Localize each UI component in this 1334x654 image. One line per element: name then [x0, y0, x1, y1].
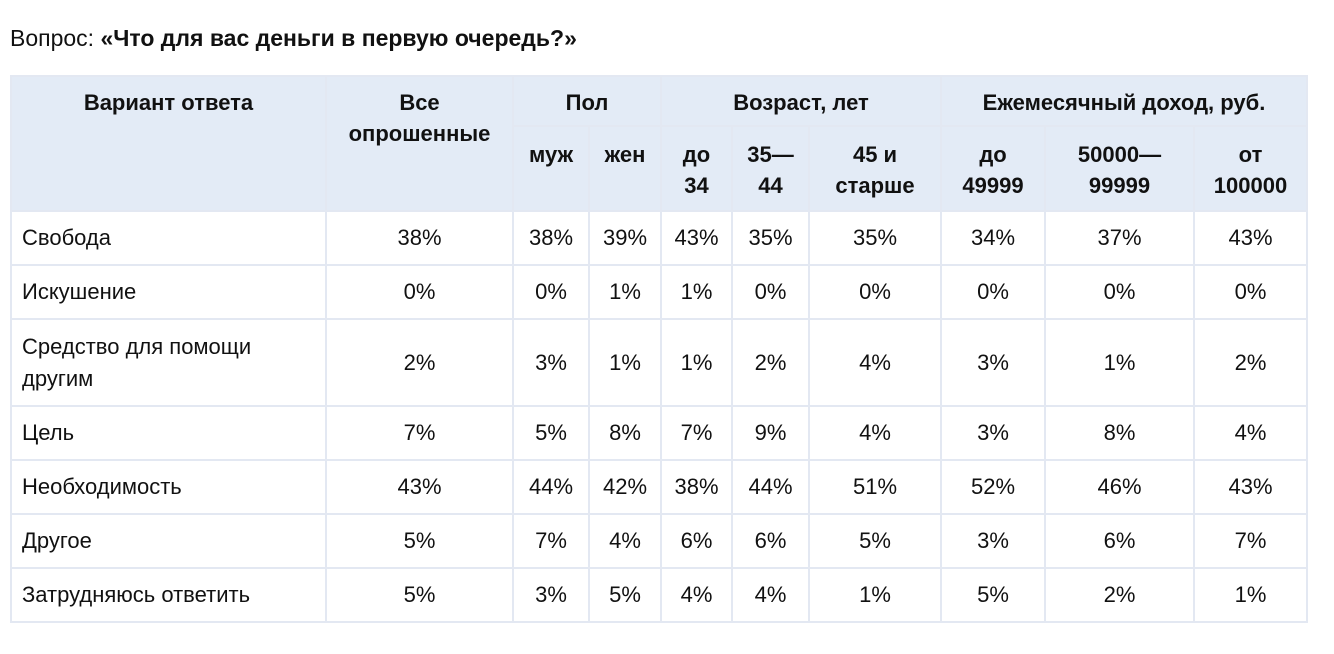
- table-row: Свобода 38% 38% 39% 43% 35% 35% 34% 37% 43%: [10, 210, 1309, 266]
- value-cell: 52%: [940, 459, 1047, 515]
- value-cell: 3%: [940, 405, 1047, 461]
- header-answer: Вариант ответа: [10, 75, 327, 212]
- value-cell: 5%: [588, 567, 662, 623]
- value-cell: 44%: [731, 459, 810, 515]
- header-gender-female: жен: [588, 125, 662, 212]
- value-cell: 2%: [325, 318, 514, 407]
- row-label: Средство для помощи другим: [10, 318, 327, 407]
- value-cell: 3%: [940, 513, 1047, 569]
- header-row-subgroups: муж жен до 34 35—44 45 и старше до 49999…: [11, 125, 1309, 212]
- value-cell: 4%: [660, 567, 733, 623]
- survey-question: Вопрос: «Что для вас деньги в первую оче…: [10, 22, 577, 54]
- header-income-50000-99999: 50000—99999: [1044, 125, 1196, 212]
- value-cell: 2%: [731, 318, 810, 407]
- table-row: Затрудняюсь ответить 5% 3% 5% 4% 4% 1% 5% 2% 1%: [10, 567, 1309, 623]
- question-text: «Что для вас деньги в первую очередь?»: [100, 25, 577, 51]
- value-cell: 1%: [660, 318, 733, 407]
- value-cell: 5%: [512, 405, 590, 461]
- header-income-under-49999: до 49999: [940, 125, 1047, 212]
- value-cell: 43%: [1193, 459, 1309, 515]
- value-cell: 1%: [588, 318, 662, 407]
- header-age-35-44: 35—44: [731, 125, 810, 212]
- value-cell: 43%: [1193, 210, 1309, 266]
- value-cell: 38%: [660, 459, 733, 515]
- value-cell: 3%: [512, 567, 590, 623]
- row-label: Свобода: [10, 210, 327, 266]
- row-label: Цель: [10, 405, 327, 461]
- value-cell: 7%: [512, 513, 590, 569]
- value-cell: 4%: [807, 405, 943, 461]
- value-cell: 9%: [731, 405, 810, 461]
- table-row: Необходимость 43% 44% 42% 38% 44% 51% 52% 46% 43%: [10, 459, 1309, 515]
- value-cell: 34%: [940, 210, 1047, 266]
- row-label: Необходимость: [10, 459, 327, 515]
- table-row: Другое 5% 7% 4% 6% 6% 5% 3% 6% 7%: [10, 513, 1309, 569]
- value-cell: 1%: [660, 264, 733, 320]
- value-cell: 51%: [807, 459, 943, 515]
- header-age-group: Возраст, лет: [659, 75, 943, 127]
- value-cell: 4%: [588, 513, 662, 569]
- value-cell: 7%: [1193, 513, 1309, 569]
- value-cell: 1%: [1193, 567, 1309, 623]
- value-cell: 6%: [731, 513, 810, 569]
- value-cell: 5%: [325, 567, 514, 623]
- value-cell: 4%: [731, 567, 810, 623]
- value-cell: 46%: [1044, 459, 1196, 515]
- value-cell: 39%: [588, 210, 662, 266]
- value-cell: 35%: [731, 210, 810, 266]
- value-cell: 35%: [807, 210, 943, 266]
- value-cell: 4%: [1193, 405, 1309, 461]
- table-row: Средство для помощи другим 2% 3% 1% 1% 2% 4% 3%…: [10, 318, 1309, 407]
- header-all-respondents: Все опрошенные: [325, 75, 514, 212]
- header-gender-group: Пол: [512, 75, 662, 127]
- value-cell: 5%: [325, 513, 514, 569]
- row-label: Затрудняюсь ответить: [10, 567, 327, 623]
- value-cell: 1%: [1044, 318, 1196, 407]
- value-cell: 2%: [1044, 567, 1196, 623]
- header-row-groups: Вариант ответа Все опрошенные Пол Возрас…: [10, 75, 1309, 212]
- value-cell: 44%: [512, 459, 590, 515]
- value-cell: 5%: [807, 513, 943, 569]
- value-cell: 38%: [512, 210, 590, 266]
- table-row: Искушение 0% 0% 1% 1% 0% 0% 0% 0% 0%: [10, 264, 1309, 320]
- value-cell: 2%: [1193, 318, 1309, 407]
- survey-results-table: Вариант ответа Все опрошенные Пол Возрас…: [10, 75, 1309, 623]
- value-cell: 6%: [1044, 513, 1196, 569]
- value-cell: 0%: [512, 264, 590, 320]
- value-cell: 7%: [325, 405, 514, 461]
- value-cell: 37%: [1044, 210, 1196, 266]
- value-cell: 0%: [1044, 264, 1196, 320]
- header-age-45-plus: 45 и старше: [807, 125, 943, 212]
- value-cell: 0%: [325, 264, 514, 320]
- value-cell: 0%: [940, 264, 1047, 320]
- value-cell: 8%: [588, 405, 662, 461]
- row-label: Искушение: [10, 264, 327, 320]
- header-gender-male: муж: [512, 125, 590, 212]
- value-cell: 1%: [588, 264, 662, 320]
- value-cell: 42%: [588, 459, 662, 515]
- value-cell: 3%: [512, 318, 590, 407]
- value-cell: 0%: [807, 264, 943, 320]
- value-cell: 0%: [731, 264, 810, 320]
- header-age-under-34: до 34: [660, 125, 733, 212]
- value-cell: 0%: [1193, 264, 1309, 320]
- header-income-group: Ежемесячный доход, руб.: [940, 75, 1309, 127]
- header-income-over-100000: от 100000: [1193, 125, 1309, 212]
- value-cell: 38%: [325, 210, 514, 266]
- value-cell: 4%: [807, 318, 943, 407]
- value-cell: 3%: [940, 318, 1047, 407]
- value-cell: 6%: [660, 513, 733, 569]
- value-cell: 43%: [325, 459, 514, 515]
- value-cell: 43%: [660, 210, 733, 266]
- value-cell: 5%: [940, 567, 1047, 623]
- value-cell: 8%: [1044, 405, 1196, 461]
- question-prefix: Вопрос:: [10, 25, 95, 51]
- value-cell: 1%: [807, 567, 943, 623]
- row-label: Другое: [10, 513, 327, 569]
- value-cell: 7%: [660, 405, 733, 461]
- table-row: Цель 7% 5% 8% 7% 9% 4% 3% 8% 4%: [10, 405, 1309, 461]
